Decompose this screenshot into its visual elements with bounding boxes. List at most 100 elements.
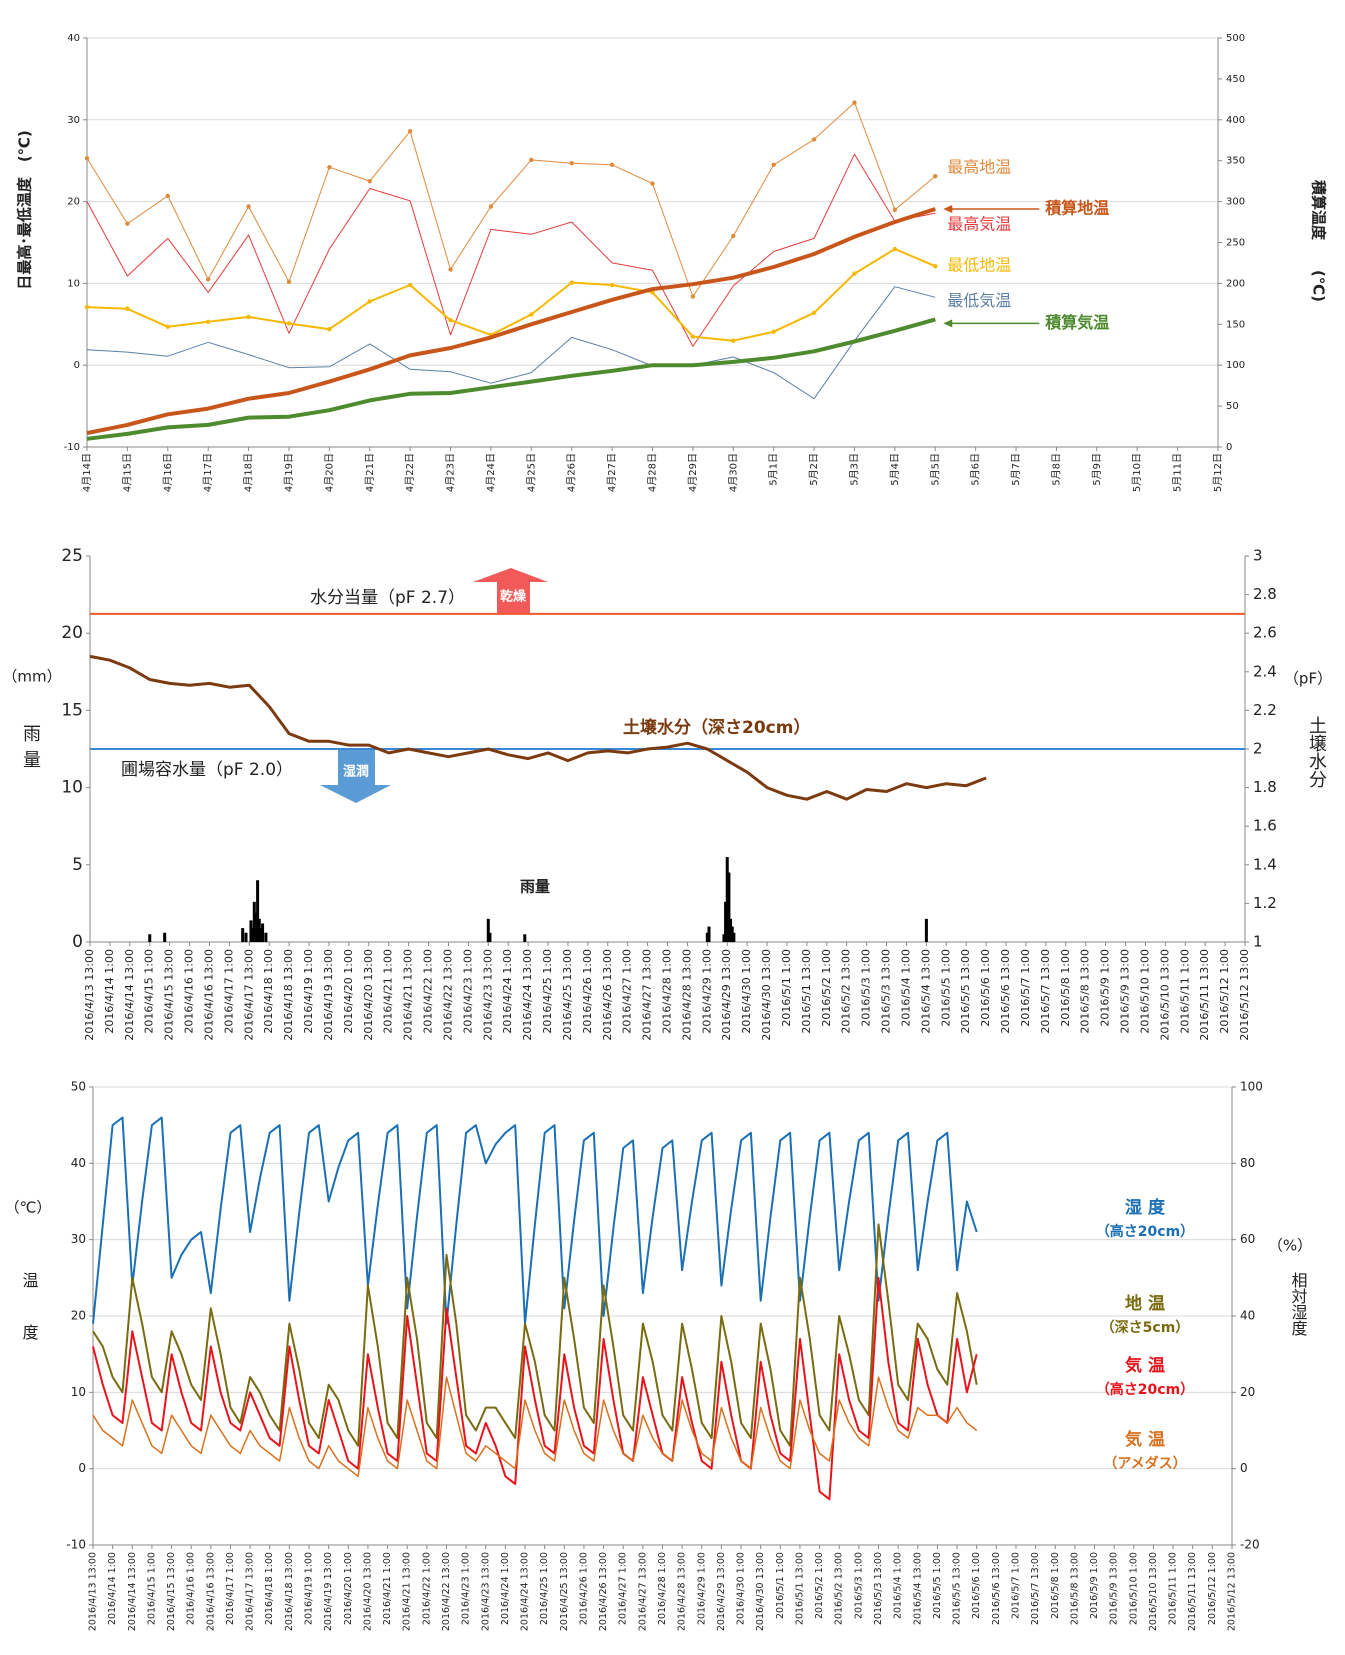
x-tick-label: 2016/4/26 13:00	[601, 949, 614, 1041]
x-tick-label: 2016/5/5 13:00	[959, 949, 972, 1034]
rain-bar	[261, 923, 265, 942]
marker	[205, 277, 211, 282]
x-tick-label: 2016/4/21 1:00	[382, 1552, 393, 1625]
dry-arrow	[473, 568, 548, 614]
x-tick-label: 4月19日	[283, 453, 295, 492]
y2-tick-label: 0	[1240, 1461, 1248, 1475]
series-line	[86, 153, 936, 347]
marker	[529, 312, 534, 317]
rain-bar	[730, 926, 734, 942]
marker	[852, 271, 857, 276]
y-tick-label: 0	[74, 360, 80, 371]
marker	[246, 204, 251, 209]
y2-tick-label: 3	[1253, 547, 1263, 565]
series-line	[92, 1376, 978, 1478]
x-tick-label: 2016/4/18 1:00	[264, 1552, 275, 1625]
x-tick-label: 2016/5/8 1:00	[1059, 949, 1072, 1027]
marker	[731, 338, 736, 343]
x-tick-label: 2016/4/26 1:00	[581, 949, 594, 1034]
y2-tick-label: 1	[1253, 933, 1263, 951]
y-tick-label: 0	[72, 932, 83, 952]
rain-bar	[729, 918, 733, 942]
y2-tick-label: 400	[1226, 115, 1245, 126]
y2-tick-label: -20	[1240, 1538, 1260, 1552]
x-tick-label: 5月10日	[1131, 453, 1143, 492]
x-tick-label: 2016/4/30 13:00	[760, 949, 773, 1041]
x-tick-label: 2016/4/20 13:00	[362, 1552, 373, 1631]
y-tick-label: 10	[71, 1385, 86, 1399]
marker	[933, 174, 938, 179]
x-tick-label: 2016/5/1 13:00	[794, 1552, 805, 1625]
y2-tick-label: 200	[1226, 278, 1245, 289]
y2-tick-label: 2.2	[1253, 701, 1277, 719]
x-tick-label: 2016/4/17 1:00	[225, 1552, 236, 1625]
x-tick-label: 2016/4/27 1:00	[621, 949, 634, 1034]
y-tick-label: -10	[64, 442, 80, 453]
legend-sublabel: （アメダス）	[1103, 1455, 1186, 1472]
x-tick-label: 2016/4/21 1:00	[382, 949, 395, 1034]
legend-label: 気 温	[1124, 1429, 1165, 1450]
marker	[327, 327, 332, 332]
x-tick-label: 2016/4/23 13:00	[481, 949, 494, 1041]
x-tick-label: 2016/4/19 1:00	[302, 949, 315, 1034]
series-line	[92, 1223, 978, 1447]
y2-tick-label: 450	[1226, 74, 1245, 85]
x-tick-label: 2016/5/5 1:00	[932, 1552, 943, 1619]
x-tick-label: 2016/4/14 1:00	[103, 949, 116, 1034]
x-tick-label: 2016/4/25 1:00	[539, 1552, 550, 1625]
series-line	[86, 102, 936, 297]
x-tick-label: 2016/4/15 1:00	[143, 949, 156, 1034]
y2-axis-unit: （%）	[1268, 1237, 1312, 1255]
x-tick-label: 2016/4/13 13:00	[83, 949, 96, 1041]
x-tick-label: 2016/5/10 13:00	[1148, 1552, 1159, 1631]
x-tick-label: 2016/4/16 13:00	[205, 1552, 216, 1631]
marker	[609, 162, 615, 167]
x-tick-label: 2016/5/1 1:00	[780, 949, 793, 1027]
y-tick-label: 25	[61, 546, 83, 566]
marker	[811, 310, 817, 316]
series-label: 最高気温	[947, 215, 1011, 234]
legend-sublabel: （高さ20cm）	[1096, 1381, 1194, 1398]
x-tick-label: 2016/4/29 13:00	[720, 949, 733, 1041]
x-tick-label: 5月4日	[889, 453, 901, 486]
x-tick-label: 2016/5/6 13:00	[991, 1552, 1002, 1625]
x-tick-label: 2016/5/4 1:00	[893, 1552, 904, 1619]
x-tick-label: 2016/4/27 1:00	[618, 1552, 629, 1625]
x-tick-label: 4月25日	[525, 453, 537, 492]
x-tick-label: 2016/4/21 13:00	[402, 949, 415, 1041]
x-tick-label: 2016/5/6 1:00	[971, 1552, 982, 1619]
x-tick-label: 2016/4/28 13:00	[680, 949, 693, 1041]
x-tick-label: 2016/4/28 13:00	[677, 1552, 688, 1631]
x-tick-label: 2016/4/19 13:00	[323, 1552, 334, 1631]
y2-tick-label: 2	[1253, 740, 1263, 758]
x-tick-label: 2016/5/3 13:00	[880, 949, 893, 1034]
marker	[690, 294, 696, 299]
x-tick-label: 2016/5/2 13:00	[834, 1552, 845, 1625]
wet-arrow	[320, 750, 391, 803]
marker	[165, 193, 170, 199]
x-tick-label: 2016/5/8 1:00	[1050, 1552, 1061, 1619]
rain-bar	[252, 901, 256, 942]
x-tick-label: 2016/4/23 13:00	[480, 1552, 491, 1631]
x-tick-label: 2016/4/15 13:00	[163, 949, 176, 1041]
x-tick-label: 2016/4/22 13:00	[441, 949, 454, 1041]
x-tick-label: 2016/4/18 13:00	[284, 1552, 295, 1631]
x-tick-label: 2016/4/18 13:00	[282, 949, 295, 1041]
rain-bar	[924, 918, 928, 942]
x-tick-label: 2016/5/8 13:00	[1069, 1552, 1080, 1625]
series-label: 積算気温	[1044, 313, 1109, 332]
marker	[286, 279, 292, 284]
marker	[852, 100, 857, 105]
rain-bar	[249, 920, 253, 942]
rain-bar	[256, 880, 260, 942]
rain-bar	[148, 934, 152, 942]
series-line	[86, 248, 936, 342]
x-tick-label: 2016/4/26 1:00	[578, 1552, 589, 1625]
x-tick-label: 2016/5/4 1:00	[899, 949, 912, 1027]
marker	[165, 324, 170, 329]
y2-tick-label: 250	[1226, 238, 1245, 249]
x-tick-label: 2016/4/13 13:00	[88, 1552, 99, 1631]
rain-bar	[486, 918, 490, 942]
rain-bar	[725, 857, 729, 942]
x-tick-label: 2016/5/11 1:00	[1168, 1552, 1179, 1625]
